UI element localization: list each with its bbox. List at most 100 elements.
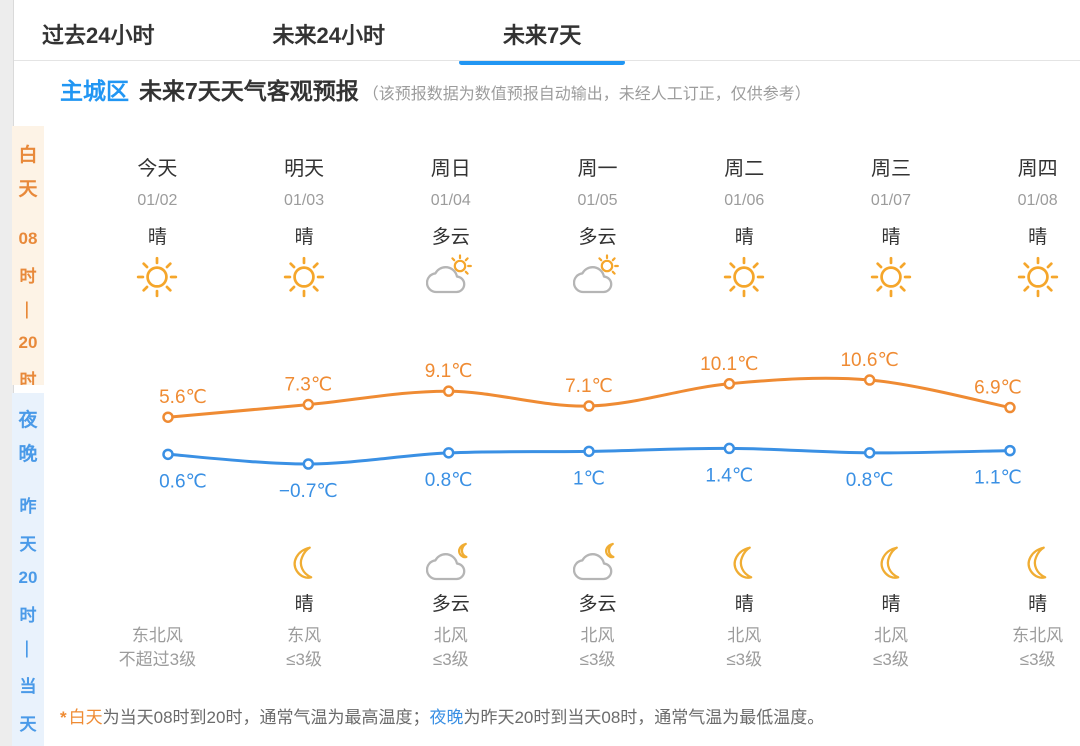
footnote-asterisk: * [60,708,67,727]
day-name: 今天 [137,158,178,180]
footnote: * 白天为当天08时到20时，通常气温为最高温度；夜晚为昨天20时到当天08时，通… [60,703,824,728]
wind-direction: 东风 [287,626,322,645]
page-title: 未来7天天气客观预报 [139,78,359,104]
day-condition: 晴 [1028,227,1048,248]
temp-label: 0.6℃ [159,471,207,492]
sun-icon [724,256,765,298]
footnote-night-term: 夜晚 [429,708,464,727]
temperature-line-chart: 5.6℃ 7.3℃ 9.1℃ 7.1℃ 10.1℃ 10.6℃ 6.9℃ 0.6℃ −0.7℃ 0… [159,350,1022,502]
day-date: 01/02 [137,192,178,209]
temp-label: 1.4℃ [705,465,753,486]
sidebar-char: — [18,301,38,319]
day-name: 周二 [724,158,765,180]
tab-past-24h[interactable]: 过去24小时 [42,23,155,48]
temp-label: −0.7℃ [279,481,338,502]
temp-data-point [302,398,315,411]
night-condition: 晴 [1028,594,1048,615]
night-condition: 多云 [578,594,617,615]
footnote-day-text: 为当天08时到20时，通常气温为最高温度； [102,708,430,727]
region-link[interactable]: 主城区 [60,78,129,104]
sidebar-char: 白 [18,145,38,166]
night-column: 晴 北风 ≤3级 [671,541,818,672]
sidebar-char: 昨 [19,497,37,516]
wind-level: ≤3级 [579,650,616,669]
temp-label: 7.1℃ [565,376,613,397]
cloud-sun-icon [425,254,472,294]
day-condition: 晴 [734,227,754,248]
sidebar-char: 08 [18,229,38,248]
night-column: 晴 东风 ≤3级 [231,541,378,672]
temp-data-point [162,448,174,461]
cloud-sun-icon [572,254,619,294]
wind-info: 北风 ≤3级 [671,624,818,672]
forecast-column: 今天 01/02 晴 [84,152,231,302]
wind-direction: 东北风 [1012,626,1064,645]
tab-next-7d[interactable]: 未来7天 [458,18,626,65]
wind-level: ≤3级 [286,650,322,669]
night-sidebar: 夜晚 昨天20时—当天08时 [12,393,44,746]
page-header: 主城区 未来7天天气客观预报 （该预报数据为数值预报自动输出，未经人工订正，仅供… [60,72,811,106]
temp-data-point [442,447,455,459]
temp-data-point [1004,444,1016,457]
forecast-column: 周四 01/08 晴 [964,152,1080,302]
day-weather-icon [671,254,818,302]
temp-label: 7.3℃ [284,375,332,396]
tab-next-24h[interactable]: 未来24小时 [272,23,385,48]
wind-info: 东风 ≤3级 [231,624,378,672]
daytime-sidebar: 白天 08 时 — 20 时 [12,126,44,385]
forecast-column: 周一 01/05 多云 [524,152,671,302]
day-name: 明天 [284,158,325,180]
cloud-moon-icon [572,542,615,581]
night-weather-icon [671,541,818,589]
temp-label: 1℃ [573,468,605,489]
night-weather-icon [524,541,671,589]
wind-level: 不超过3级 [118,650,197,669]
temp-label: 5.6℃ [159,387,207,408]
night-condition [84,589,231,616]
night-weather-icon [377,541,524,589]
day-weather-icon [377,254,524,302]
day-date: 01/04 [430,192,471,209]
night-column: 东北风 不超过3级 [84,541,231,672]
forecast-column: 明天 01/03 晴 [231,152,378,302]
night-forecast-row: 东北风 不超过3级 晴 东风 ≤3级 多云 北风 ≤3级 多云 北风 [84,541,1080,672]
sun-icon [283,256,325,298]
temp-data-point [723,442,736,455]
wind-direction: 东北风 [131,626,183,645]
day-weather-icon [231,254,378,302]
day-date: 01/07 [870,192,911,209]
forecast-column: 周日 01/04 多云 [377,152,524,302]
day-date: 01/08 [1017,192,1058,209]
night-weather-icon [231,541,378,589]
wind-level: ≤3级 [432,650,469,669]
wind-level: ≤3级 [726,650,763,669]
night-column: 晴 北风 ≤3级 [818,541,965,672]
day-weather-icon [84,254,231,302]
sidebar-char: 20 [18,568,38,587]
day-date: 01/03 [284,192,325,209]
night-weather-icon [84,541,231,589]
temp-data-point [863,374,876,386]
night-column: 多云 北风 ≤3级 [524,541,671,672]
tab-bar: 过去24小时 未来24小时 未来7天 [42,18,626,65]
day-name: 周一 [577,158,618,180]
day-condition: 多云 [431,227,470,248]
day-condition: 晴 [147,227,167,248]
tabs-divider [14,60,1080,61]
daytime-hours: 08 时 — 20 时 [19,229,38,385]
temp-label: 0.8℃ [846,470,894,491]
sidebar-char: 时 [19,267,37,286]
night-condition: 晴 [294,594,314,615]
night-weather-icon [964,541,1080,589]
sidebar-char: 时 [19,371,37,385]
day-forecast-row: 今天 01/02 晴 明天 01/03 晴 周日 01/04 多云 周一 01/… [84,152,1080,302]
temp-label: 10.1℃ [700,354,758,375]
night-column: 晴 东北风 ≤3级 [964,541,1080,672]
wind-direction: 北风 [580,626,615,645]
day-weather-icon [964,254,1080,302]
day-name: 周四 [1017,158,1058,180]
temp-data-point [1004,401,1016,414]
temp-data-point [723,378,736,390]
daytime-label: 白天 [18,140,37,201]
